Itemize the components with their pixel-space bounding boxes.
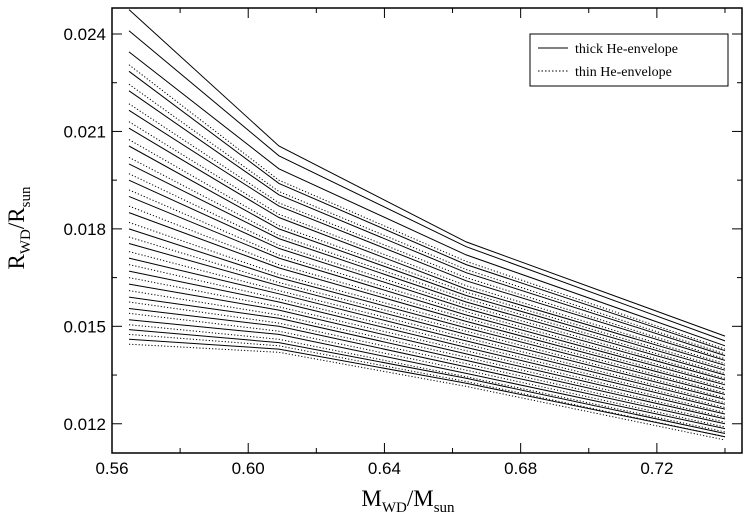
series-thick-line-16 [128,283,726,415]
series-thick-line-1 [128,30,726,342]
legend-box [529,33,729,87]
series-thin-line-9 [128,221,726,394]
plot-frame [111,7,743,454]
y-axis-title-sub: WD [18,229,34,254]
x-axis-title: MWD/Msun [361,486,455,516]
x-tick-label: 0.64 [368,459,401,478]
x-axis-title-main2: M [413,486,433,511]
series-thick-line-6 [128,127,726,366]
series-thick-line-13 [128,243,726,400]
x-axis-title-sub: WD [382,500,407,516]
series-thick-line-4 [128,90,726,357]
series-thick-line-9 [128,179,726,381]
x-tick-label: 0.60 [232,459,265,478]
series-thin-line-8 [128,205,726,389]
series-thin-line-0 [128,64,726,350]
series-thick-line-19 [128,319,726,430]
series-thick-line-17 [128,296,726,420]
series-layer [128,9,726,441]
x-axis-title-sep: / [407,486,414,511]
y-tick-label: 0.012 [63,415,106,434]
y-axis-title-sub2: sun [18,186,34,207]
series-thin-line-6 [128,173,726,379]
y-tick-label: 0.018 [63,220,106,239]
series-thick-line-8 [128,163,726,376]
series-thick-line-5 [128,109,726,361]
series-thin-line-15 [128,301,726,423]
x-tick-label: 0.72 [640,459,673,478]
axis-layer: 0.56 0.60 0.64 0.68 0.72 0.012 0.015 0.018 0.021… [63,8,742,478]
legend: thick He-envelope thin He-envelope [529,33,729,87]
x-tick-label: 0.68 [504,459,537,478]
y-axis-title: RWD/Rsun [4,186,34,269]
y-tick-label: 0.024 [63,25,106,44]
series-thin-line-12 [128,264,726,408]
series-thin-line-1 [128,83,726,355]
series-thin-line-11 [128,251,726,404]
series-thin-line-17 [128,324,726,433]
series-thick-line-18 [128,308,726,425]
series-thick-line-3 [128,70,726,352]
series-thick-line-0 [128,9,726,337]
x-tick-label: 0.56 [95,459,128,478]
series-thick-line-12 [128,228,726,395]
x-axis-title-main: M [361,486,381,511]
x-axis-title-sub2: sun [434,500,455,516]
series-thick-line-21 [128,338,726,438]
series-thick-line-20 [128,329,726,434]
series-thin-line-2 [128,103,726,360]
series-thick-line-14 [128,257,726,405]
y-axis-title-main: R [4,253,29,269]
y-tick-label: 0.021 [63,122,106,141]
series-thin-line-16 [128,312,726,428]
y-axis-title-main2: R [4,207,29,223]
series-thick-line-10 [128,195,726,386]
series-thin-line-10 [128,236,726,399]
series-thick-line-15 [128,270,726,410]
series-thick-line-2 [128,51,726,347]
series-thick-line-11 [128,212,726,391]
series-thin-line-7 [128,189,726,384]
series-thin-line-4 [128,139,726,369]
y-axis-title-sep: / [4,222,29,229]
legend-label-dotted: thin He-envelope [575,65,672,80]
y-tick-label: 0.015 [63,317,106,336]
series-thick-line-7 [128,145,726,371]
legend-label-solid: thick He-envelope [575,42,678,57]
